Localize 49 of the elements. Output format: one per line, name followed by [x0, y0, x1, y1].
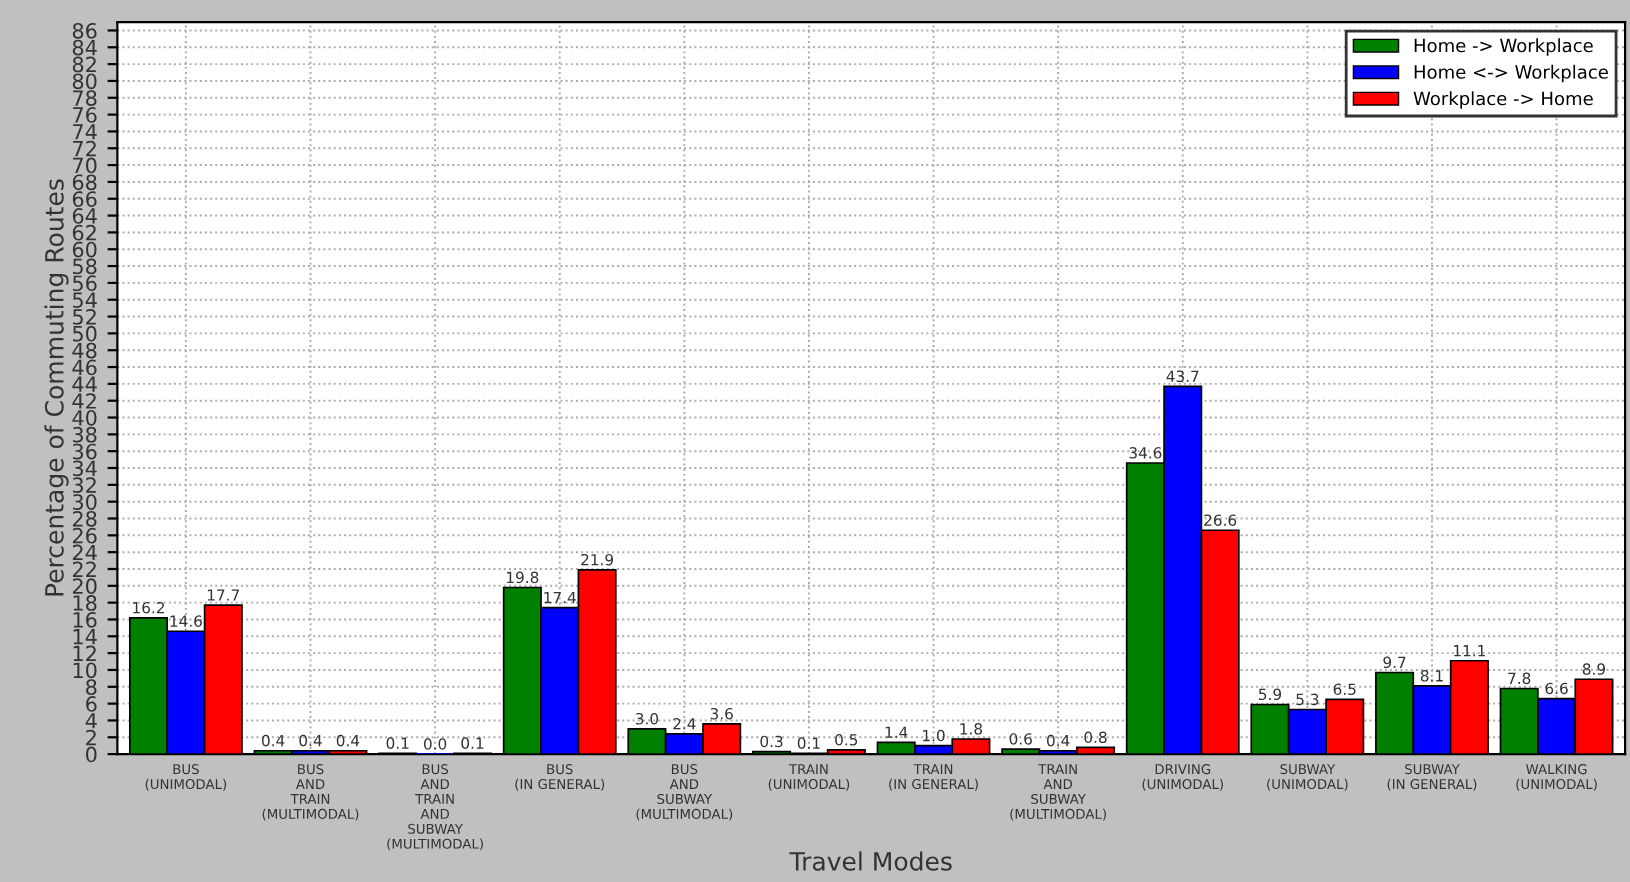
legend-label: Home <-> Workplace	[1414, 64, 1608, 83]
legend-label: Home -> Workplace	[1414, 38, 1593, 56]
y-tick-label: 16	[73, 611, 97, 628]
y-tick-label: 80	[72, 73, 97, 90]
y-tick-label: 8	[86, 679, 97, 696]
y-tick-label: 36	[72, 443, 97, 460]
y-tick-label: 78	[73, 90, 97, 106]
y-tick-label: 54	[73, 292, 97, 308]
y-tick-label: 76	[73, 107, 97, 123]
y-tick-label: 30	[72, 494, 97, 510]
y-tick-label: 74	[73, 124, 97, 140]
y-tick-label: 68	[72, 174, 97, 191]
y-tick-label: 64	[72, 208, 97, 224]
y-tick-label: 12	[73, 645, 96, 662]
y-tick-label: 70	[73, 157, 97, 174]
y-tick-label: 4	[85, 713, 97, 729]
y-tick-label: 84	[72, 39, 97, 56]
y-tick-label: 28	[72, 510, 97, 527]
y-tick-label: 22	[72, 561, 96, 577]
legend-label: Workplace -> Home	[1413, 91, 1593, 109]
y-tick-label: 26	[72, 527, 97, 544]
y-tick-label: 56	[73, 275, 97, 292]
y-tick-label: 48	[72, 342, 97, 359]
y-tick-label: 10	[73, 662, 97, 679]
y-tick-label: 82	[72, 56, 96, 73]
y-tick-label: 50	[73, 325, 97, 342]
y-tick-label: 62	[72, 224, 96, 241]
y-tick-label: 86	[72, 22, 97, 39]
y-tick-label: 38	[72, 426, 97, 443]
y-tick-label: 14	[73, 629, 97, 645]
y-tick-label: 44	[72, 376, 97, 392]
y-tick-label: 40	[72, 409, 97, 426]
y-tick-label: 46	[72, 359, 97, 376]
y-tick-label: 66	[72, 191, 97, 207]
y-tick-label: 18	[73, 595, 97, 611]
y-tick-label: 20	[72, 578, 97, 595]
y-tick-label: 2	[86, 729, 96, 746]
y-tick-label: 60	[72, 241, 97, 258]
y-axis-title: Percentage of Commuting Routes	[44, 179, 69, 596]
y-tick-label: 42	[72, 393, 96, 409]
y-tick-label: 58	[73, 258, 97, 275]
y-tick-label: 32	[72, 477, 96, 494]
y-tick-label: 24	[72, 544, 97, 561]
y-tick-label: 0	[86, 746, 97, 763]
y-tick-label: 6	[86, 696, 97, 712]
y-tick-label: 52	[73, 309, 96, 325]
x-axis-title: Travel Modes	[789, 851, 952, 871]
y-tick-label: 72	[73, 140, 96, 157]
y-tick-label: 34	[72, 460, 97, 477]
